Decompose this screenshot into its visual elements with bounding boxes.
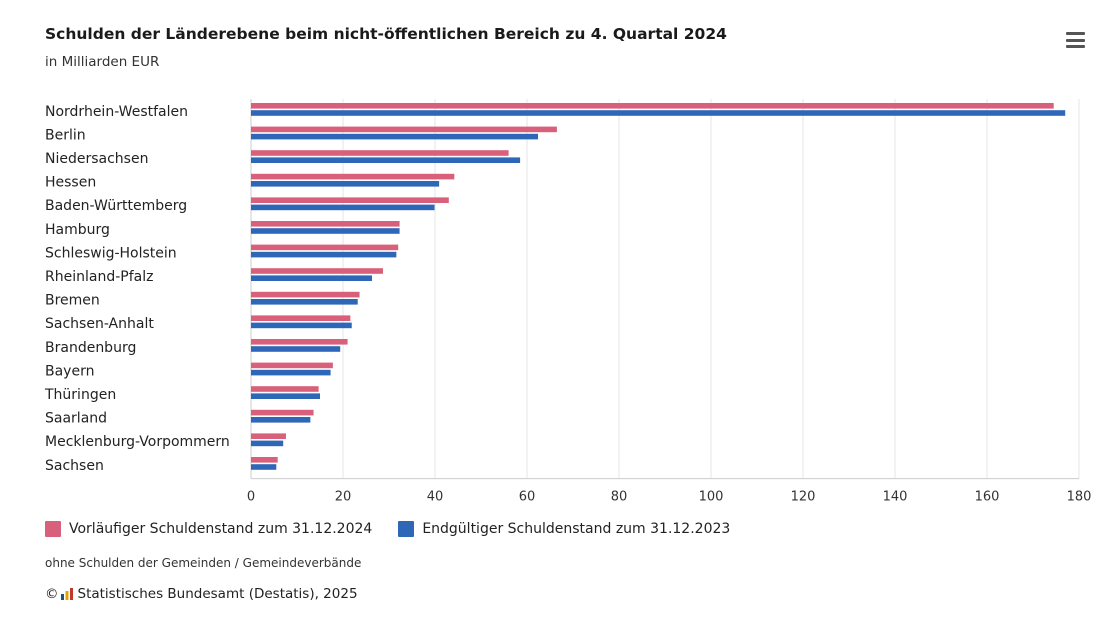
legend-swatch-series-2 <box>398 521 415 537</box>
bar-series-2 <box>251 157 521 163</box>
source-credit: © Statistisches Bundesamt (Destatis), 20… <box>45 586 358 602</box>
bar-series-2 <box>251 417 311 423</box>
legend-item-series-1[interactable]: Vorläufiger Schuldenstand zum 31.12.2024 <box>45 521 372 537</box>
chart-subtitle: in Milliarden EUR <box>45 54 160 70</box>
hamburger-menu-icon[interactable] <box>1066 32 1088 52</box>
x-tick-label: 80 <box>611 490 628 505</box>
bar-series-2 <box>251 133 539 140</box>
category-label: Schleswig-Holstein <box>45 245 177 261</box>
legend-swatch-series-1 <box>45 521 61 537</box>
category-label: Niedersachsen <box>45 151 148 167</box>
bar-series-1 <box>251 244 399 251</box>
bar-series-1 <box>251 268 384 274</box>
bar-series-2 <box>251 228 400 234</box>
category-label: Sachsen <box>45 458 104 474</box>
bar-series-2 <box>251 346 341 352</box>
category-label: Saarland <box>45 411 107 427</box>
bar-series-1 <box>251 103 1054 109</box>
category-label: Rheinland-Pfalz <box>45 269 153 285</box>
bar-series-2 <box>251 322 352 329</box>
bar-series-2 <box>251 181 440 187</box>
bar-series-1 <box>251 457 278 463</box>
destatis-logo-icon <box>60 588 73 600</box>
x-tick-label: 0 <box>247 490 255 505</box>
x-tick-label: 140 <box>883 490 908 505</box>
bar-series-2 <box>251 204 435 211</box>
legend-item-series-2[interactable]: Endgültiger Schuldenstand zum 31.12.2023 <box>398 521 730 537</box>
bar-series-1 <box>251 126 557 133</box>
source-text[interactable]: Statistisches Bundesamt (Destatis), 2025 <box>77 586 358 602</box>
bar-series-1 <box>251 409 314 416</box>
bar-series-1 <box>251 150 509 156</box>
category-label: Thüringen <box>44 387 116 403</box>
category-label: Sachsen-Anhalt <box>45 316 154 332</box>
category-label: Nordrhein-Westfalen <box>45 104 188 120</box>
bar-series-2 <box>251 275 372 281</box>
bar-series-1 <box>251 433 286 439</box>
bar-series-2 <box>251 369 331 376</box>
chart-footnote: ohne Schulden der Gemeinden / Gemeindeve… <box>45 556 362 570</box>
bar-series-1 <box>251 315 351 321</box>
legend-label-series-1: Vorläufiger Schuldenstand zum 31.12.2024 <box>69 521 373 537</box>
x-tick-label: 120 <box>791 490 816 505</box>
bar-series-1 <box>251 386 319 392</box>
bar-series-1 <box>251 173 455 180</box>
chart-legend: Vorläufiger Schuldenstand zum 31.12.2024… <box>45 521 756 537</box>
bar-series-2 <box>251 393 320 399</box>
category-label: Bayern <box>45 363 94 379</box>
x-tick-label: 20 <box>335 490 352 505</box>
category-label: Berlin <box>45 127 86 143</box>
copyright-symbol: © <box>45 586 59 602</box>
chart-title: Schulden der Länderebene beim nicht-öffe… <box>45 25 727 43</box>
category-label: Bremen <box>45 293 100 309</box>
x-tick-label: 100 <box>699 490 724 505</box>
bar-series-2 <box>251 110 1066 116</box>
category-label: Baden-Württemberg <box>45 198 187 214</box>
bar-series-1 <box>251 291 360 298</box>
category-label: Hamburg <box>45 222 110 238</box>
category-label: Mecklenburg-Vorpommern <box>45 434 230 450</box>
x-tick-label: 160 <box>975 490 1000 505</box>
x-tick-label: 60 <box>519 490 536 505</box>
legend-label-series-2: Endgültiger Schuldenstand zum 31.12.2023 <box>422 521 731 537</box>
bar-series-1 <box>251 339 348 345</box>
bar-series-2 <box>251 464 277 470</box>
bar-series-1 <box>251 221 400 227</box>
x-tick-label: 40 <box>427 490 444 505</box>
bar-series-1 <box>251 362 333 369</box>
bar-series-2 <box>251 440 284 447</box>
category-label: Brandenburg <box>45 340 136 356</box>
x-tick-label: 180 <box>1067 490 1092 505</box>
bar-series-1 <box>251 197 449 203</box>
bar-series-2 <box>251 299 358 305</box>
category-label: Hessen <box>45 175 96 191</box>
bar-series-2 <box>251 251 397 258</box>
